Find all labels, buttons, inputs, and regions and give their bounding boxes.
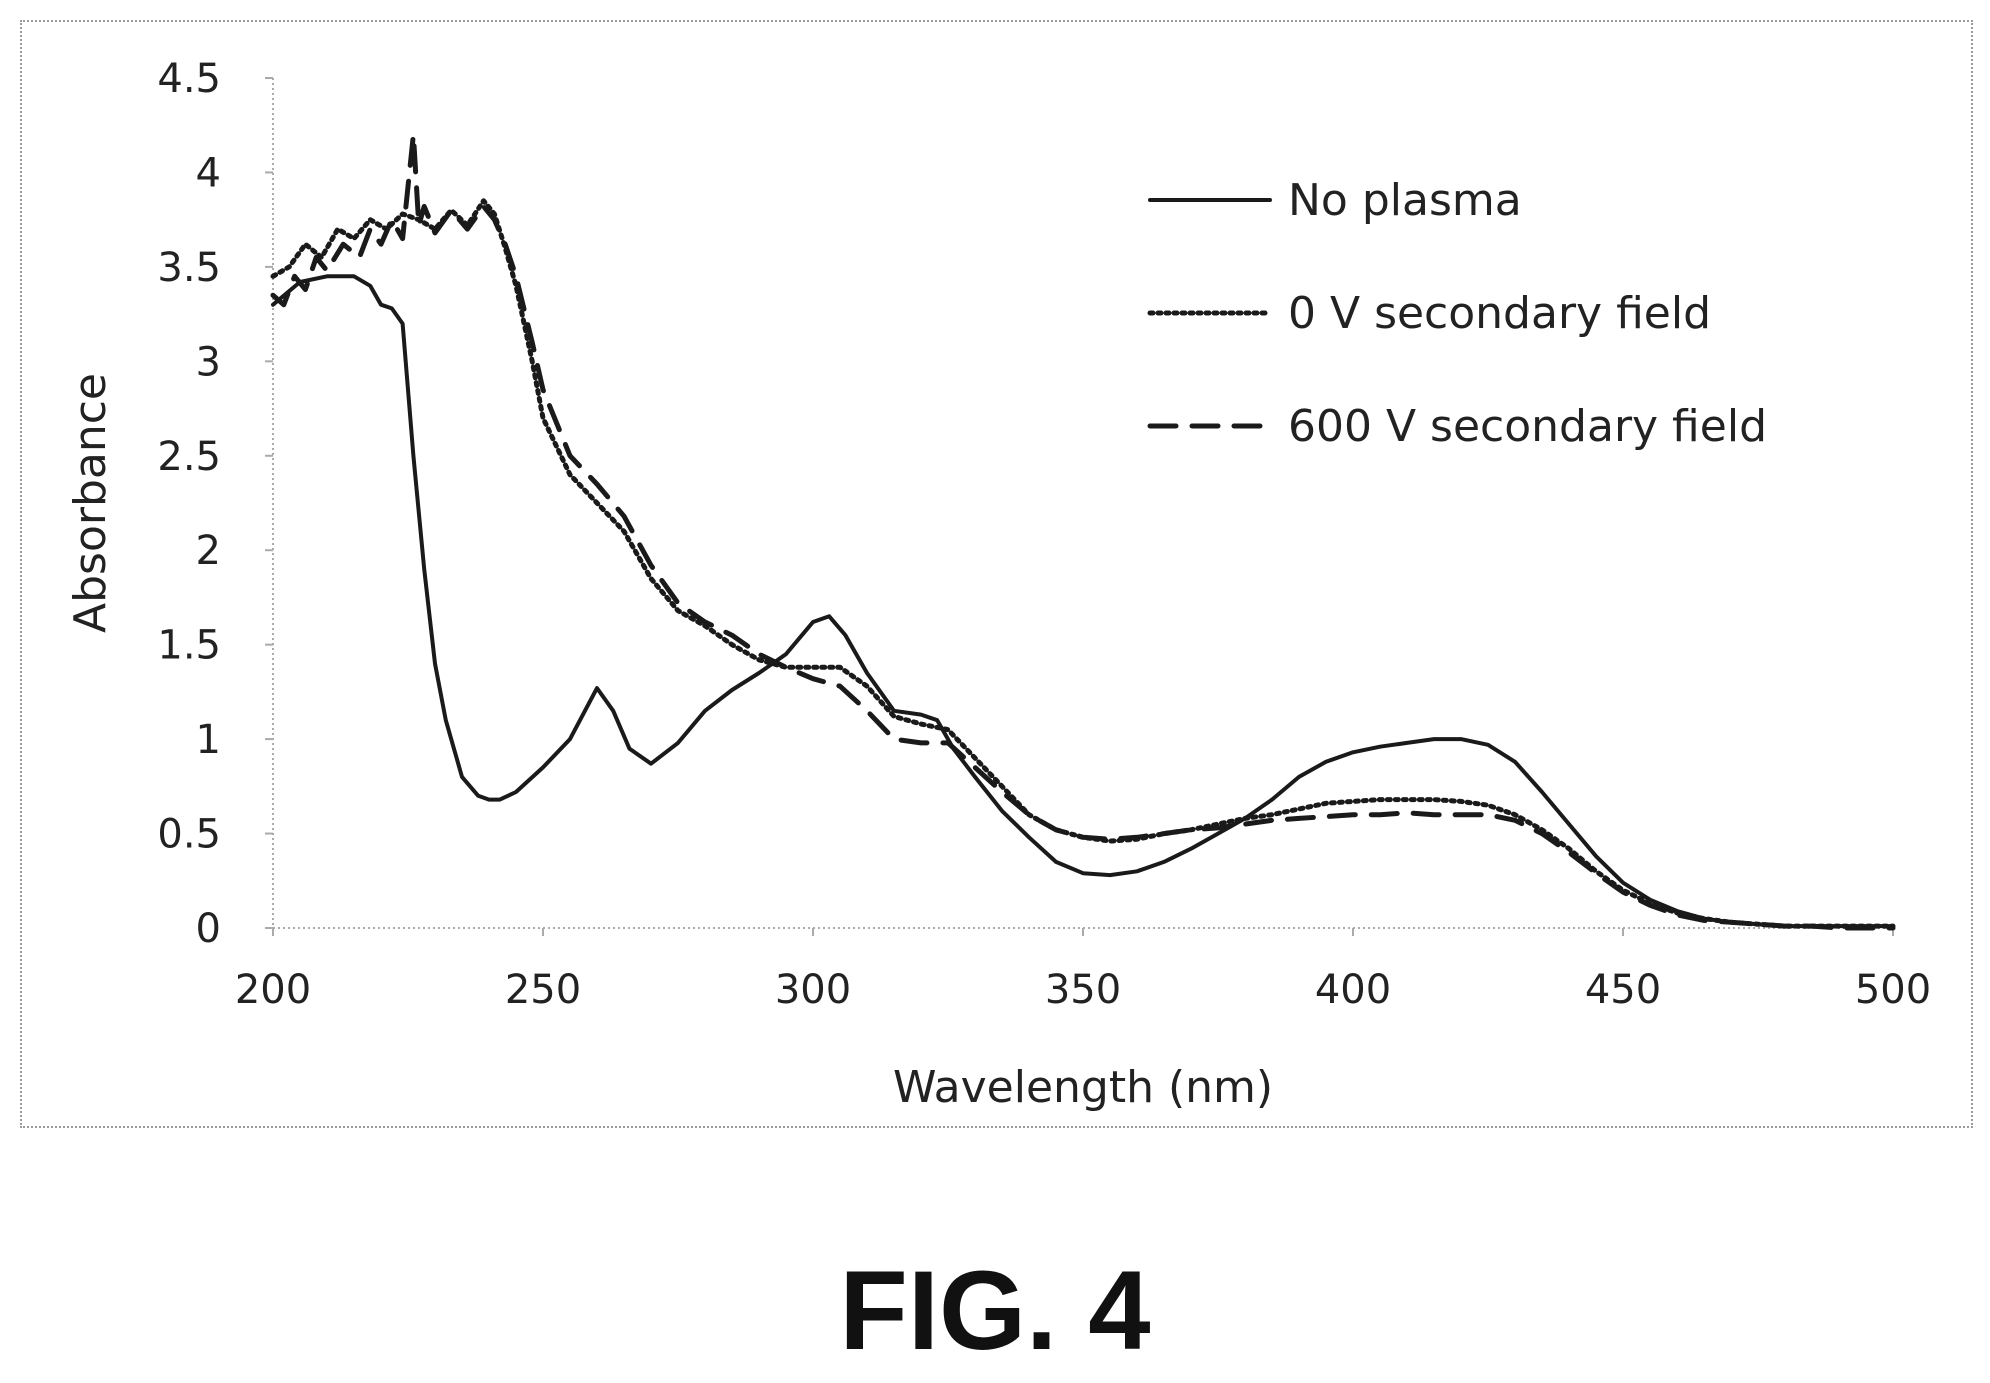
y-tick-label: 1.5 [157,623,221,669]
y-tick-label: 3.5 [157,245,221,291]
x-tick-label: 500 [1855,967,1931,1013]
series-line-1 [271,274,1895,929]
legend-label-2: 0 V secondary field [1288,288,1711,339]
x-axis-title: Wavelength (nm) [893,1062,1273,1113]
legend: No plasma 0 V secondary field 600 V second… [1147,175,1767,452]
figure-caption: FIG. 4 [839,1248,1151,1373]
legend-label-1: No plasma [1288,175,1522,226]
y-tick-label: 0 [196,906,221,952]
x-tick-label: 300 [775,967,851,1013]
y-tick-label: 0.5 [157,812,221,858]
x-tick-label: 250 [505,967,581,1013]
y-tick-label: 1 [196,717,221,763]
series-line-3 [270,132,1896,931]
y-tick-label: 4 [196,150,221,196]
y-tick-label: 3 [196,339,221,385]
axes [265,77,1894,936]
x-tick-label: 450 [1585,967,1661,1013]
y-tick-label: 2.5 [157,434,221,480]
chart-frame [20,20,1973,1128]
series-lines [270,132,1896,931]
legend-label-3: 600 V secondary field [1288,401,1767,452]
x-tick-label: 400 [1315,967,1391,1013]
y-tick-label: 2 [196,528,221,574]
x-tick-label: 200 [235,967,311,1013]
y-tick-label: 4.5 [157,56,221,102]
y-axis-title: Absorbance [65,373,116,633]
x-tick-label: 350 [1045,967,1121,1013]
tick-labels: 200 250 300 350 400 450 500 0 0.5 1 1.5 2 2.5 3 3.5 4 4.… [157,56,1931,1013]
